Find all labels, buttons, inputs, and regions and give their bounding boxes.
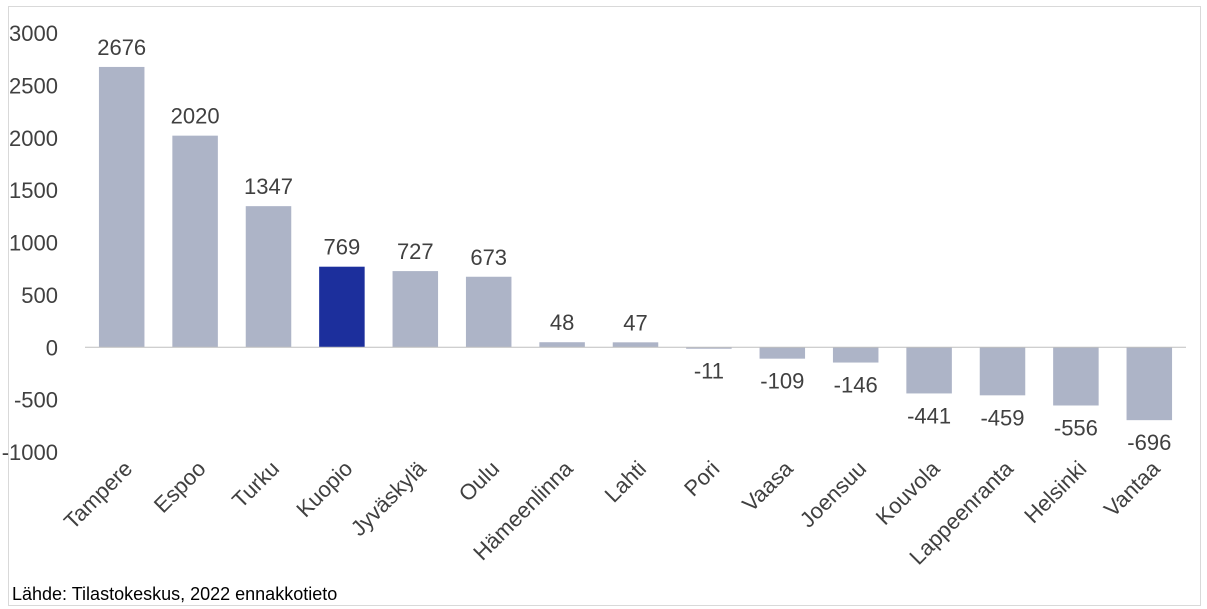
bar: [392, 271, 439, 348]
data-label: -441: [907, 403, 951, 428]
data-label: 727: [397, 239, 434, 264]
source-note: Lähde: Tilastokeskus, 2022 ennakkotieto: [12, 584, 338, 604]
data-label: 673: [470, 245, 507, 270]
bar: [98, 66, 145, 348]
y-tick-label: 2500: [9, 73, 58, 98]
y-tick-label: 2000: [9, 126, 58, 151]
y-tick-label: 1000: [9, 231, 58, 256]
x-tick-label: Tampere: [59, 456, 137, 534]
data-label: 47: [623, 310, 647, 335]
data-label: -696: [1127, 430, 1171, 455]
y-tick-label: 0: [46, 335, 58, 360]
y-tick-label: -1000: [2, 440, 58, 465]
data-label: 769: [324, 235, 361, 260]
bar: [172, 135, 218, 348]
bar: [686, 347, 732, 349]
bar: [1053, 347, 1099, 406]
bar: [245, 206, 292, 348]
bar: [319, 266, 365, 348]
data-label: 2020: [171, 104, 220, 129]
x-tick-label: Kouvola: [871, 455, 945, 529]
data-label: 1347: [244, 174, 293, 199]
y-tick-label: 500: [21, 283, 58, 308]
bar: [979, 347, 1026, 396]
x-tick-label: Jyväskylä: [346, 455, 432, 541]
bar: [539, 342, 585, 348]
data-label: -556: [1054, 415, 1098, 440]
x-tick-label: Vaasa: [737, 455, 798, 516]
x-tick-label: Joensuu: [795, 456, 872, 533]
y-tick-label: -500: [14, 388, 58, 413]
bar: [465, 276, 512, 348]
data-label: 48: [550, 310, 574, 335]
x-tick-label: Oulu: [454, 456, 505, 507]
x-tick-label: Pori: [679, 456, 724, 501]
x-tick-label: Kuopio: [291, 456, 357, 522]
data-label: -146: [834, 373, 878, 398]
data-label: -11: [694, 358, 724, 383]
bar: [832, 347, 879, 363]
y-tick-label: 3000: [9, 21, 58, 46]
bar: [906, 347, 952, 394]
y-tick-label: 1500: [9, 178, 58, 203]
x-tick-label: Espoo: [149, 456, 211, 518]
x-tick-label: Lahti: [600, 456, 651, 507]
chart-frame: [8, 6, 1201, 606]
bar: [1126, 347, 1173, 421]
x-tick-label: Vantaa: [1099, 455, 1165, 521]
bar: [612, 342, 659, 348]
x-tick-label: Helsinki: [1019, 456, 1091, 528]
bar: [759, 347, 806, 359]
data-label: -109: [760, 369, 804, 394]
x-tick-label: Turku: [227, 456, 284, 513]
data-label: 2676: [97, 35, 146, 60]
data-label: -459: [980, 405, 1024, 430]
